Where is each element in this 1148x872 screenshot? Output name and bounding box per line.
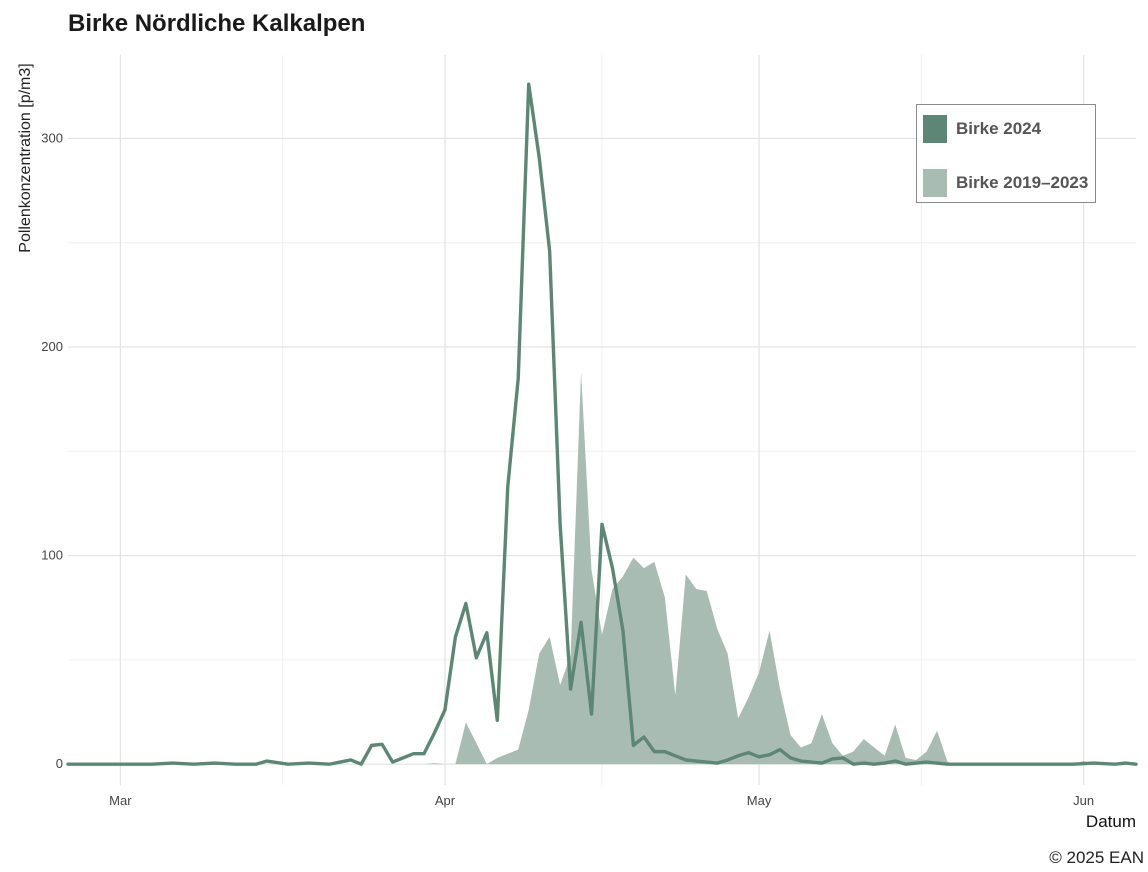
legend-swatch-2024 (923, 115, 947, 143)
y-tick-labels: 0 100 200 300 (41, 130, 63, 771)
x-tick-label: May (747, 793, 772, 808)
y-tick-label: 300 (41, 130, 63, 145)
x-tick-label: Apr (435, 793, 456, 808)
y-tick-label: 100 (41, 548, 63, 563)
grid-minor (68, 55, 1136, 785)
area-layer (68, 372, 1136, 765)
x-axis-label: Datum (1085, 812, 1136, 831)
series-area-2019-2023 (68, 372, 1136, 765)
x-tick-labels: Mar Apr May Jun (109, 793, 1094, 808)
y-tick-label: 0 (56, 756, 63, 771)
chart-title: Birke Nördliche Kalkalpen (68, 10, 366, 37)
legend-label-2024: Birke 2024 (956, 119, 1042, 138)
legend: Birke 2024 Birke 2019–2023 (916, 104, 1096, 203)
y-tick-label: 200 (41, 339, 63, 354)
line-layer (66, 82, 1138, 766)
x-tick-label: Mar (109, 793, 132, 808)
legend-label-2019-2023: Birke 2019–2023 (956, 173, 1089, 192)
legend-item-2019-2023[interactable]: Birke 2019–2023 (923, 169, 1088, 197)
x-tick-label: Jun (1073, 793, 1094, 808)
legend-item-2024[interactable]: Birke 2024 (923, 115, 1041, 143)
legend-swatch-2019-2023 (923, 169, 947, 197)
series-line-2024 (66, 82, 1138, 766)
copyright: © 2025 EAN (1049, 848, 1144, 867)
